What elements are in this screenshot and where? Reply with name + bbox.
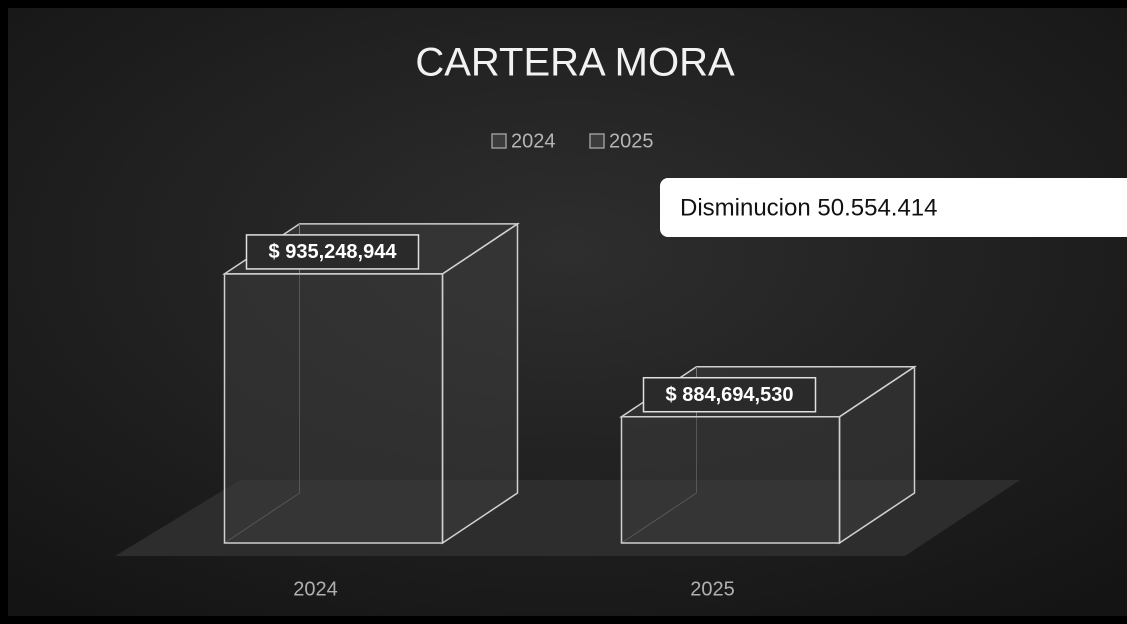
annotation: Disminucion 50.554.414 (680, 194, 938, 221)
data-label-box (642, 376, 817, 413)
chart-title: CARTERA MORA (415, 41, 735, 85)
x-tick-label: 2024 (293, 578, 338, 600)
data-label-box (245, 234, 420, 270)
legend-swatch (589, 133, 605, 149)
bar-side (441, 222, 519, 545)
legend-swatch (491, 133, 507, 149)
bar (620, 415, 841, 544)
legend-label: 2025 (609, 130, 654, 152)
data-label: $ 935,248,944 (269, 241, 398, 263)
bar (223, 273, 444, 544)
data-label: $ 884,694,530 (666, 384, 794, 406)
x-tick-label: 2025 (690, 578, 735, 600)
legend-label: 2024 (511, 130, 556, 152)
annotation-box (660, 178, 1127, 237)
